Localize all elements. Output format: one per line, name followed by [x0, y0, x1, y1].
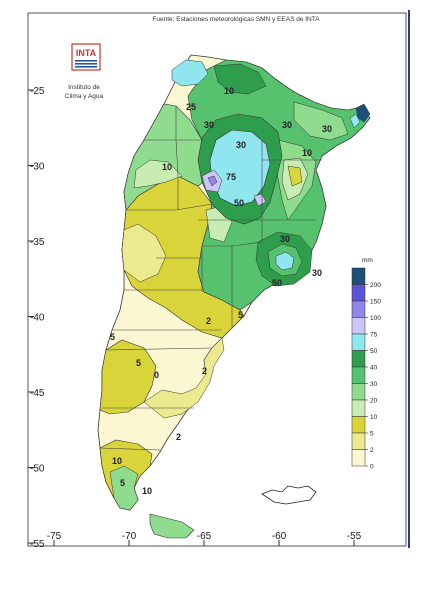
y-tick-label: -25 [30, 86, 45, 97]
y-tick-label: -40 [30, 313, 45, 324]
x-tick-label: -75 [47, 531, 62, 542]
legend-label: 0 [370, 464, 374, 471]
contour-label: 30 [280, 234, 290, 244]
legend-swatch [351, 350, 366, 368]
region-10mm-nw [133, 159, 183, 189]
legend-label: 100 [370, 315, 381, 322]
y-tick-label: -50 [30, 464, 45, 475]
y-tick-label: -35 [30, 237, 45, 248]
region-misiones-ring [349, 113, 361, 129]
contour-label: 10 [224, 86, 234, 96]
region-50mm-center [209, 129, 271, 207]
legend-label: 75 [370, 332, 378, 339]
legend-label: 5 [370, 431, 374, 438]
contour-label: 10 [302, 148, 312, 158]
logo-text: INTA [76, 48, 97, 58]
legend-swatch [351, 366, 366, 384]
legend-swatch [351, 317, 366, 335]
rainfall-map: Fuente: Estaciones meteorológicas SMN y … [27, 12, 407, 548]
legend-label: 50 [370, 348, 378, 355]
x-tick-label: -65 [197, 531, 212, 542]
contour-label: 5 [136, 358, 141, 368]
region-40mm-north [213, 63, 267, 95]
legend-swatch [351, 300, 366, 318]
x-tick-label: -60 [272, 531, 287, 542]
contour-label: 30 [312, 268, 322, 278]
y-tick-label: -30 [30, 162, 45, 173]
contour-label: 2 [176, 432, 181, 442]
legend-swatch [351, 333, 366, 351]
legend-swatch [351, 267, 366, 285]
region-5mm-central-west [99, 339, 157, 415]
contour-label: 10 [162, 162, 172, 172]
contour-label: 30 [204, 120, 214, 130]
region-20mm-south [109, 465, 139, 511]
map-regions [97, 54, 371, 539]
region-75mm-east-pocket [253, 193, 267, 207]
contour-label: 5 [120, 478, 125, 488]
logo-caption-2: Clima y Agua [65, 93, 104, 100]
region-2mm-central [143, 337, 225, 419]
source-note: Fuente: Estaciones meteorológicas SMN y … [152, 16, 320, 23]
legend-swatch [351, 284, 366, 302]
contour-label: 0 [154, 370, 159, 380]
contour-label: 25 [186, 102, 196, 112]
region-misiones [355, 103, 371, 123]
x-tick-label: -55 [347, 531, 362, 542]
contour-label: 10 [142, 486, 152, 496]
region-75mm-ring-core [275, 251, 295, 271]
region-tierra-del-fuego [149, 513, 195, 539]
legend-label: 200 [370, 282, 381, 289]
legend-swatch [351, 399, 366, 417]
legend-label: 20 [370, 398, 378, 405]
legend-unit: mm [362, 257, 373, 264]
contour-label: 30 [322, 124, 332, 134]
legend-swatch [351, 383, 366, 401]
legend-swatch [351, 416, 366, 434]
map-frame: Fuente: Estaciones meteorológicas SMN y … [26, 10, 410, 548]
legend-label: 40 [370, 365, 378, 372]
contour-labels: 10 25 30 30 10 30 75 50 30 50 30 30 10 5… [110, 86, 332, 496]
legend-label: 2 [370, 447, 374, 454]
y-axis: -25 -30 -35 -40 -45 -50 -55 [28, 86, 45, 548]
plot-border [27, 12, 407, 547]
inta-logo: INTA [71, 43, 101, 71]
x-tick-label: -70 [122, 531, 137, 542]
contour-label: 5 [110, 332, 115, 342]
legend-label: 150 [370, 299, 381, 306]
contour-label: 2 [202, 366, 207, 376]
legend-label: 10 [370, 414, 378, 421]
contour-label: 10 [112, 456, 122, 466]
region-20mm-ne [293, 101, 349, 141]
contour-label: 5 [238, 310, 243, 320]
y-tick-label: -45 [30, 388, 45, 399]
logo-caption-1: Instituto de [68, 84, 100, 91]
legend-label: 30 [370, 381, 378, 388]
contour-label: 75 [226, 172, 236, 182]
legend-swatch [351, 432, 366, 450]
region-50mm-nw [171, 59, 209, 87]
region-2mm-west [121, 223, 167, 283]
legend-swatch [351, 449, 366, 467]
contour-label: 50 [234, 198, 244, 208]
malvinas-islands [261, 485, 317, 505]
region-10mm-yellow-litoral [287, 165, 303, 187]
region-100mm-center [207, 175, 218, 187]
y-tick-label: -55 [30, 539, 45, 548]
contour-label: 2 [206, 316, 211, 326]
contour-label: 30 [282, 120, 292, 130]
province-lines [99, 106, 322, 451]
x-axis: -75 -70 -65 -60 -55 [47, 531, 362, 546]
contour-label: 50 [272, 278, 282, 288]
contour-label: 30 [236, 140, 246, 150]
